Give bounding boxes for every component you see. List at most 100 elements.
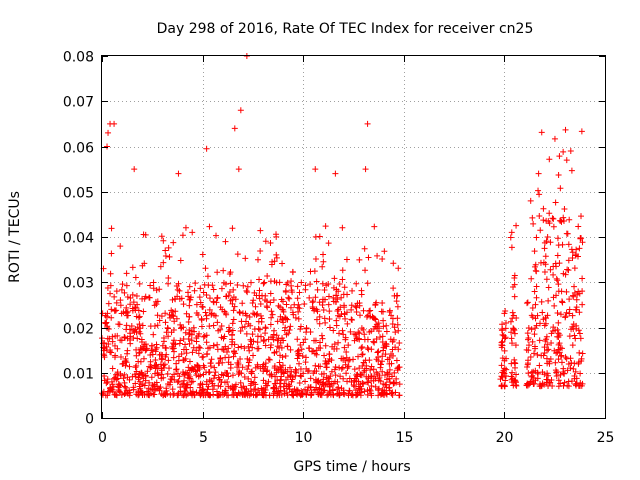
data-point: [234, 359, 241, 366]
data-point: [268, 371, 275, 378]
data-point: [105, 341, 112, 348]
data-point: [535, 170, 542, 177]
data-point: [166, 365, 173, 372]
data-point: [392, 329, 399, 336]
data-point: [312, 233, 319, 240]
data-point: [375, 320, 382, 327]
data-point: [307, 384, 314, 391]
data-point: [547, 266, 554, 273]
data-point: [343, 349, 350, 356]
data-point: [541, 381, 548, 388]
data-point: [210, 342, 217, 349]
data-point: [560, 270, 567, 277]
data-point: [287, 346, 294, 353]
data-point: [108, 306, 115, 313]
data-point: [310, 298, 317, 305]
data-point: [364, 280, 371, 287]
data-point: [262, 330, 269, 337]
data-point: [222, 238, 229, 245]
data-point: [361, 388, 368, 395]
data-point: [164, 371, 171, 378]
data-point: [123, 282, 130, 289]
data-point: [340, 375, 347, 382]
data-point: [555, 330, 562, 337]
data-point: [171, 376, 178, 383]
data-point: [566, 296, 573, 303]
data-point: [372, 316, 379, 323]
data-point: [260, 377, 267, 384]
data-point: [197, 285, 204, 292]
data-point: [113, 288, 120, 295]
data-point: [316, 313, 323, 320]
data-point: [367, 307, 374, 314]
data-point: [267, 344, 274, 351]
data-point: [556, 260, 563, 267]
data-point: [545, 382, 552, 389]
data-point: [393, 357, 400, 364]
data-point: [191, 287, 198, 294]
data-point: [373, 336, 380, 343]
data-point: [295, 301, 302, 308]
data-point: [178, 325, 185, 332]
data-point: [313, 368, 320, 375]
data-point: [374, 323, 381, 330]
data-point: [242, 390, 249, 397]
data-point: [112, 374, 119, 381]
data-point: [395, 265, 402, 272]
data-point: [306, 294, 313, 301]
data-point: [169, 386, 176, 393]
data-point: [152, 346, 159, 353]
data-point: [579, 239, 586, 246]
data-point: [262, 342, 269, 349]
axes: 0 0.01 0.02 0.03 0.04 0.05 0.06 0.07 0.08 0 5 10 15 2…: [63, 50, 615, 447]
data-point: [370, 338, 377, 345]
data-point: [558, 298, 565, 305]
data-point: [107, 282, 114, 289]
data-point: [230, 286, 237, 293]
data-point: [279, 317, 286, 324]
data-point: [388, 312, 395, 319]
data-point: [383, 322, 390, 329]
data-point: [157, 361, 164, 368]
data-point: [534, 351, 541, 358]
data-point: [525, 347, 532, 354]
data-point: [193, 372, 200, 379]
data-point: [347, 328, 354, 335]
data-point: [355, 385, 362, 392]
data-point: [204, 273, 211, 280]
data-point: [212, 312, 219, 319]
data-point: [244, 289, 251, 296]
data-point: [558, 288, 565, 295]
data-point: [557, 185, 564, 192]
data-point: [359, 362, 366, 369]
data-point: [371, 223, 378, 230]
data-point: [545, 284, 552, 291]
data-point: [260, 368, 267, 375]
data-point: [206, 376, 213, 383]
data-point: [497, 376, 504, 383]
data-point: [318, 332, 325, 339]
data-point: [531, 248, 538, 255]
data-point: [326, 355, 333, 362]
data-point: [254, 345, 261, 352]
data-point: [554, 310, 561, 317]
data-point: [173, 360, 180, 367]
data-point: [529, 372, 536, 379]
data-point: [541, 245, 548, 252]
data-point: [377, 361, 384, 368]
data-point: [560, 148, 567, 155]
data-point: [283, 376, 290, 383]
data-point: [201, 281, 208, 288]
data-point: [243, 330, 250, 337]
data-point: [331, 341, 338, 348]
data-point: [360, 359, 367, 366]
data-point: [550, 215, 557, 222]
data-point: [123, 309, 130, 316]
data-point: [239, 300, 246, 307]
data-point: [117, 337, 124, 344]
data-point: [535, 187, 542, 194]
data-point: [309, 348, 316, 355]
data-point: [157, 263, 164, 270]
data-point: [568, 378, 575, 385]
data-point: [297, 326, 304, 333]
